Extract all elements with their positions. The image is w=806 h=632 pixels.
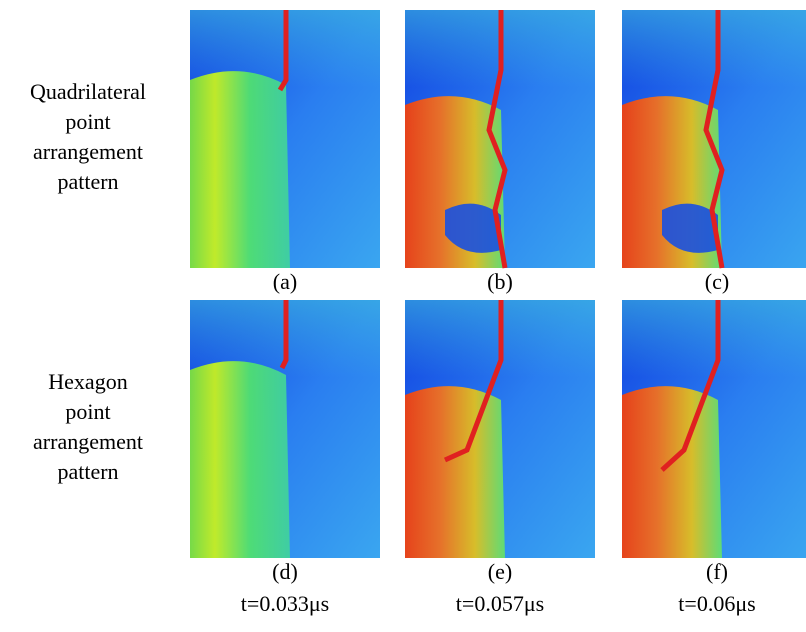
time-label: t=0.057μs (456, 591, 544, 616)
blue-pocket (445, 203, 501, 253)
simulation-image (405, 10, 595, 269)
stressed-region (622, 386, 722, 558)
row-label: arrangement (33, 139, 143, 164)
crack (443, 300, 504, 463)
simulation-image (190, 300, 380, 558)
crack (660, 300, 721, 472)
stressed-region (190, 71, 290, 268)
crack (279, 300, 289, 370)
row-label: pattern (57, 459, 118, 484)
crack (277, 10, 289, 92)
panel-caption: (c) (705, 269, 729, 294)
time-label: t=0.033μs (241, 591, 329, 616)
crack (703, 10, 725, 269)
row-label: Quadrilateral (30, 79, 146, 104)
simulation-image (622, 10, 806, 269)
simulation-image (622, 300, 806, 558)
stressed-region (190, 361, 290, 558)
simulation-image (405, 300, 595, 558)
row-label: Hexagon (48, 369, 127, 394)
panel-caption: (b) (487, 269, 513, 294)
time-label: t=0.06μs (678, 591, 755, 616)
panel-caption: (e) (488, 559, 512, 584)
simulation-image (190, 10, 380, 268)
row-label: arrangement (33, 429, 143, 454)
crack (486, 10, 508, 269)
row-label: point (65, 399, 110, 424)
row-label: point (65, 109, 110, 134)
row-label: pattern (57, 169, 118, 194)
panel-caption: (f) (706, 559, 728, 584)
stressed-region (405, 386, 505, 558)
panel-caption: (d) (272, 559, 298, 584)
blue-pocket (662, 203, 718, 253)
panel-caption: (a) (273, 269, 297, 294)
